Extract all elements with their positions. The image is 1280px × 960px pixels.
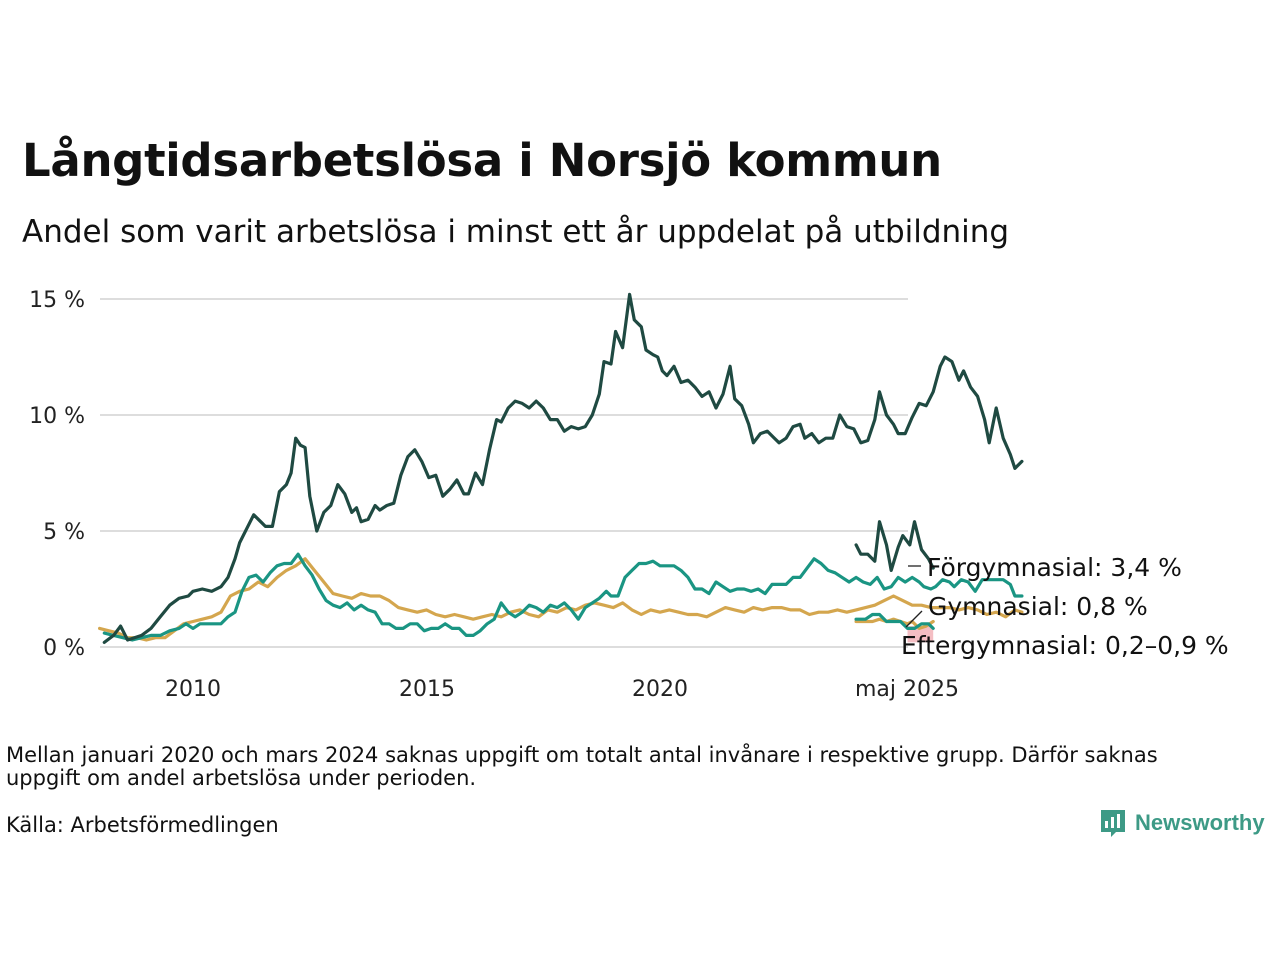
gridlines [100, 298, 908, 648]
chart-title: Långtidsarbetslösa i Norsjö kommun [22, 134, 942, 187]
x-tick-label: 2015 [399, 677, 455, 702]
series-line-gymnasial-1 [102, 552, 1024, 642]
eftergymnasial-range [907, 626, 934, 643]
source-credit: Källa: Arbetsförmedlingen [6, 813, 279, 837]
x-tick-label: 2010 [165, 677, 221, 702]
y-tick-label: 10 % [29, 404, 85, 429]
footnote: Mellan januari 2020 och mars 2024 saknas… [6, 743, 1158, 790]
end-labels: Förgymnasial: 3,4 % Gymnasial: 0,8 % Efter… [901, 553, 1229, 660]
end-label-eftergymnasial: Eftergymnasial: 0,2–0,9 % [901, 631, 1229, 660]
brand-logo: Newsworthy [1099, 808, 1265, 838]
series-line-förgymnasial-1 [102, 292, 1024, 644]
y-axis: 0 % 5 % 10 % 15 % [29, 288, 85, 661]
leader-line [905, 610, 923, 628]
eftergymnasial-range-band [907, 626, 934, 643]
y-tick-label: 5 % [43, 520, 85, 545]
end-label-förgymnasial: Förgymnasial: 3,4 % [927, 553, 1182, 582]
y-tick-label: 15 % [29, 288, 85, 313]
series-line-eftergymnasial-1 [98, 557, 1024, 642]
series-line-gymnasial-2 [854, 612, 935, 630]
end-label-gymnasial: Gymnasial: 0,8 % [928, 592, 1148, 621]
y-tick-label: 0 % [43, 636, 85, 661]
newsworthy-logo-icon [1101, 810, 1125, 837]
x-tick-label: maj 2025 [855, 677, 959, 702]
brand-name: Newsworthy [1135, 810, 1265, 835]
x-tick-label: 2020 [632, 677, 688, 702]
series-lines [98, 292, 1024, 644]
x-axis: 2010 2015 2020 maj 2025 [165, 677, 959, 702]
chart-subtitle: Andel som varit arbetslösa i minst ett å… [22, 214, 1010, 250]
series-line-förgymnasial-2 [854, 520, 935, 572]
